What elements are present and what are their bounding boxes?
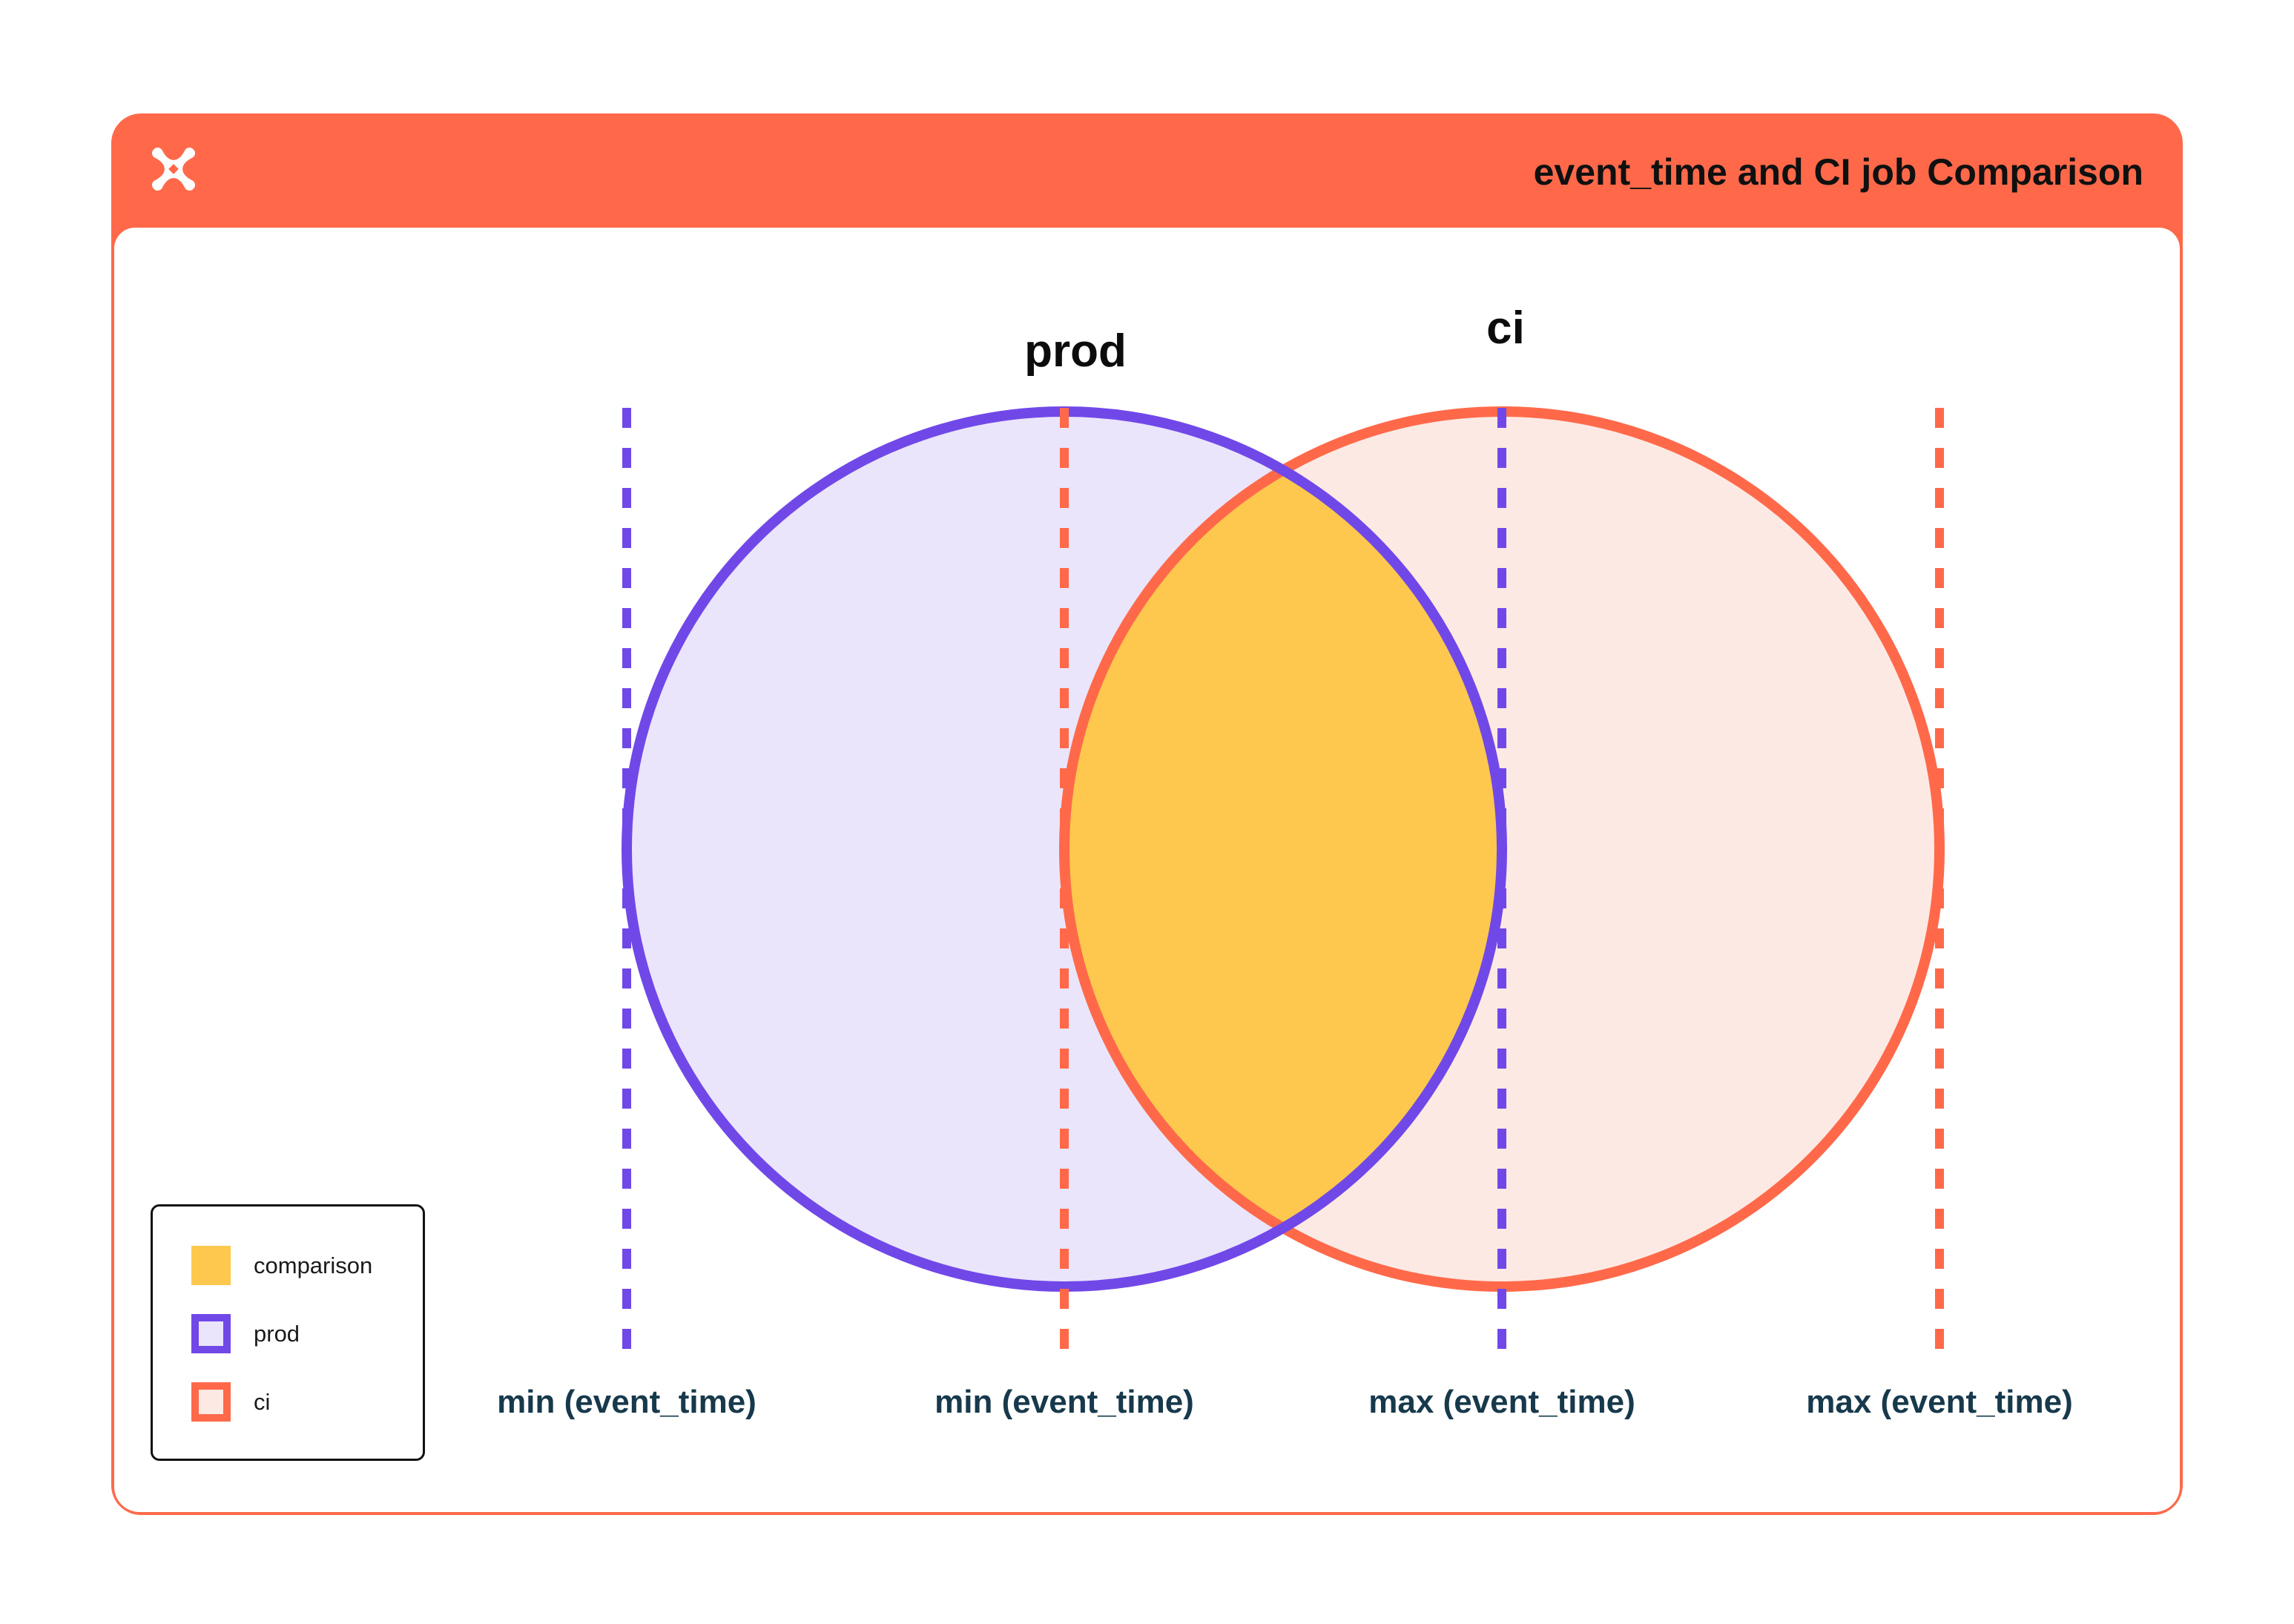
comparison-swatch: [191, 1246, 231, 1285]
legend-label: ci: [254, 1389, 271, 1415]
min-event-time-ci-label: min (event_time): [935, 1384, 1194, 1420]
prod-swatch: [191, 1314, 231, 1353]
page-title: event_time and CI job Comparison: [1533, 151, 2143, 193]
legend-item-comparison: comparison: [191, 1246, 423, 1285]
min-event-time-prod-label: min (event_time): [497, 1384, 757, 1420]
legend-label: comparison: [254, 1252, 373, 1278]
prod-set-label: prod: [1024, 326, 1127, 377]
ci-swatch: [191, 1382, 231, 1422]
legend-item-prod: prod: [191, 1314, 423, 1353]
max-event-time-prod-label: max (event_time): [1368, 1384, 1635, 1420]
dbt-logo-icon: [151, 147, 196, 191]
ci-set-label: ci: [1486, 303, 1525, 354]
legend-label: prod: [254, 1321, 300, 1347]
max-event-time-ci-label: max (event_time): [1806, 1384, 2073, 1420]
comparison-intersection: [1064, 470, 1503, 1228]
legend: comparison prod ci: [151, 1204, 425, 1461]
legend-item-ci: ci: [191, 1382, 423, 1422]
